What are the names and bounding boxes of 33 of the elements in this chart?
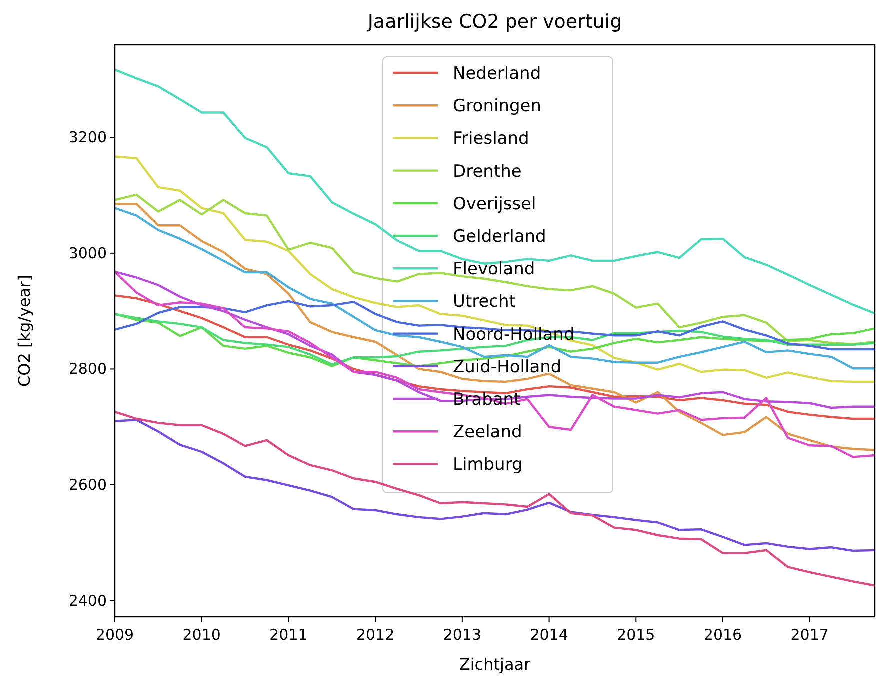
x-tick-label: 2011	[270, 626, 308, 644]
y-tick-label: 2400	[68, 592, 107, 610]
legend-label: Zeeland	[453, 422, 522, 443]
x-tick-label: 2012	[356, 626, 395, 644]
legend-label: Nederland	[453, 64, 542, 84]
y-tick-label: 2600	[68, 476, 107, 494]
line-series	[115, 419, 875, 552]
x-tick-label: 2010	[182, 626, 221, 644]
legend-label: Groningen	[453, 96, 542, 117]
x-axis-title: Zichtjaar	[459, 655, 532, 674]
legend-label: Utrecht	[453, 292, 516, 312]
y-axis-title: CO2 [kg/year]	[15, 274, 34, 388]
x-tick-label: 2016	[704, 626, 742, 644]
x-tick-label: 2014	[530, 626, 568, 644]
legend-label: Friesland	[453, 129, 530, 150]
line-series	[115, 294, 875, 420]
x-tick-label: 2015	[617, 626, 656, 644]
legend-label: Zuid-Holland	[453, 357, 562, 378]
line-series	[115, 156, 875, 384]
x-tick-label: 2009	[96, 626, 134, 644]
y-tick-label: 3000	[68, 244, 107, 262]
legend-label: Overijssel	[453, 194, 536, 214]
legend-label: Drenthe	[453, 162, 522, 182]
x-tick-label: 2017	[790, 626, 829, 644]
legend-label: Flevoland	[453, 260, 536, 280]
legend-label: Limburg	[453, 455, 523, 476]
line-series	[115, 194, 875, 346]
legend-label: Gelderland	[453, 227, 546, 247]
chart-title: Jaarlijkse CO2 per voertuig	[366, 11, 622, 33]
y-tick-label: 3200	[68, 128, 107, 147]
x-tick-label: 2013	[443, 626, 482, 644]
y-tick-label: 2800	[68, 360, 107, 378]
line-series	[115, 410, 875, 587]
